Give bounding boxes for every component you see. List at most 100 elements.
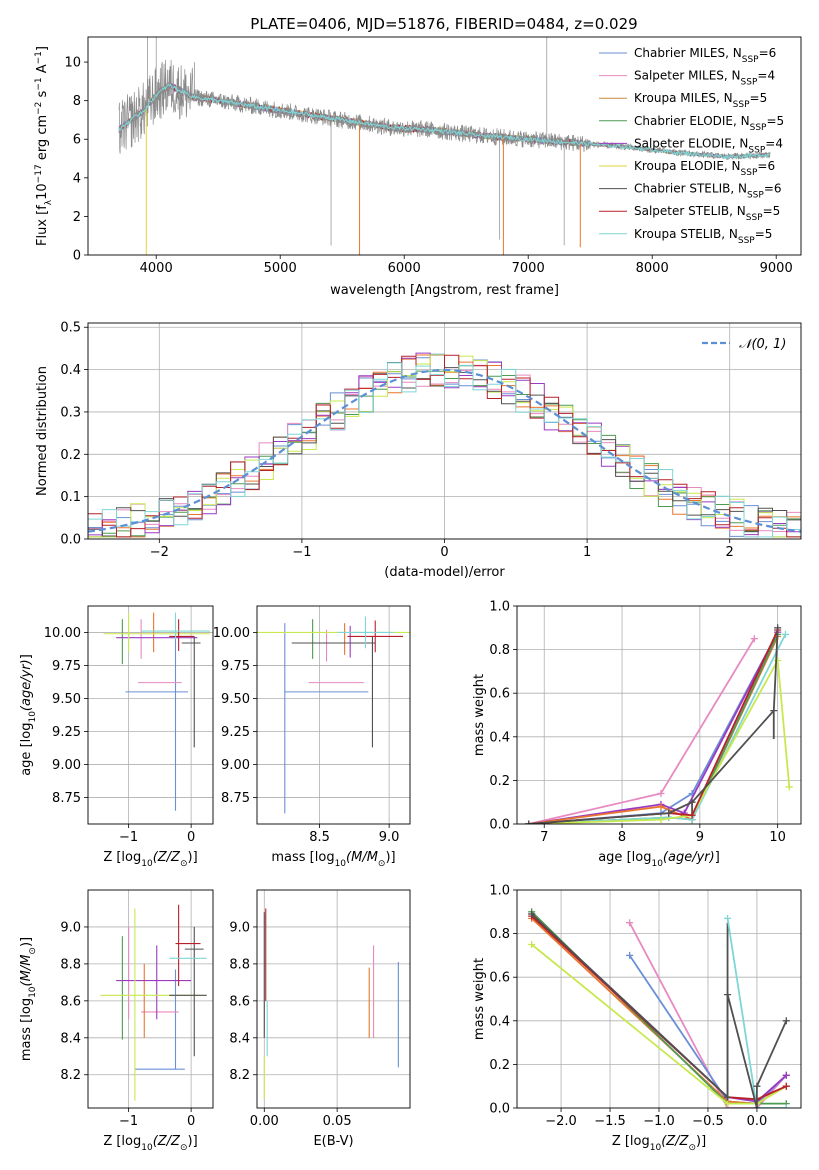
y-tick-label: 8.6 xyxy=(60,994,81,1009)
label-part: A xyxy=(35,64,50,77)
legend-entry: Kroupa STELIB, NSSP=5 xyxy=(634,227,772,246)
y-tick-label: 0.0 xyxy=(489,1102,510,1117)
label-part: SSP xyxy=(750,123,767,133)
plot-area xyxy=(88,606,213,824)
y-tick-label: 10.00 xyxy=(213,626,250,641)
series-line xyxy=(531,913,788,1108)
label-part: Flux [f xyxy=(35,205,50,246)
label-part: =5 xyxy=(763,204,781,218)
label-part: (Z/Z xyxy=(661,1134,689,1149)
label-part: (age/yr) xyxy=(663,850,715,865)
y-tick-label: 0.1 xyxy=(60,490,81,505)
label-part: Chabrier STELIB, N xyxy=(634,182,747,196)
y-tick-label: 1.0 xyxy=(489,884,510,899)
x-tick-label: 8.5 xyxy=(309,830,330,845)
data-point-marker xyxy=(782,1104,790,1108)
y-tick-label: 0.8 xyxy=(489,643,510,658)
legend-entry: Salpeter STELIB, NSSP=5 xyxy=(634,204,780,223)
y-tick-label: 2 xyxy=(73,210,81,225)
y-tick-label: 4 xyxy=(73,171,81,186)
y-tick-label: 8.4 xyxy=(60,1031,81,1046)
axes-frame xyxy=(87,605,214,825)
label-part: Chabrier ELODIE, N xyxy=(634,114,750,128)
data-point-marker xyxy=(724,991,732,999)
x-tick-label: 8000 xyxy=(636,261,669,276)
label-part: =6 xyxy=(757,159,775,173)
y-tick-label: 10 xyxy=(64,56,81,71)
y-tick-label: 8.75 xyxy=(221,791,250,806)
y-tick-label: 0.4 xyxy=(60,363,81,378)
axes-residuals: −2 −1 0 1 2 0.0 0.1 0.2 0.3 0.4 0.5 (data-model)/er… xyxy=(35,321,802,580)
gaussian-curve xyxy=(88,368,801,533)
legend-entry: Kroupa ELODIE, NSSP=6 xyxy=(634,159,775,178)
label-part: Z [log xyxy=(612,1134,650,1149)
axes-frame xyxy=(516,605,802,825)
y-tick-label: 0.4 xyxy=(489,730,510,745)
legend-entry: Chabrier MILES, NSSP=6 xyxy=(634,46,776,65)
x-tick-label: 1 xyxy=(583,545,591,560)
axes-frame xyxy=(516,889,802,1109)
y-tick-label: 9.75 xyxy=(221,659,250,674)
x-axis-label: Z [log10(Z/Z⊙)] xyxy=(103,1134,197,1153)
x-tick-label: 2 xyxy=(726,545,734,560)
x-tick-label: −1 xyxy=(292,545,311,560)
y-tick-label: 9.25 xyxy=(221,725,250,740)
data-point-marker xyxy=(774,624,782,632)
y-tick-label: 8.8 xyxy=(60,957,81,972)
label-part: Kroupa STELIB, N xyxy=(634,227,738,241)
label-part: )] xyxy=(385,850,395,865)
y-axis-label: mass weight xyxy=(472,674,487,756)
label-part: =5 xyxy=(766,114,784,128)
label-part: Salpeter STELIB, N xyxy=(634,204,746,218)
y-tick-label: 9.0 xyxy=(60,920,81,935)
y-axis-label: mass [log10(M/M⊙)] xyxy=(19,937,38,1061)
label-part: SSP xyxy=(733,100,750,110)
label-part: 10 xyxy=(35,183,50,200)
label-part: Salpeter ELODIE, N xyxy=(634,136,748,150)
y-tick-label: 0 xyxy=(73,249,81,264)
plot-area xyxy=(517,890,801,1108)
label-part: =5 xyxy=(755,227,773,241)
y-tick-label: 0.6 xyxy=(489,687,510,702)
x-tick-label: 8 xyxy=(618,830,626,845)
plot-area xyxy=(88,323,801,539)
label-part: SSP xyxy=(741,168,758,178)
x-axis-label: age [log10(age/yr)] xyxy=(598,850,720,869)
label-part: ] xyxy=(35,46,50,51)
data-point-marker xyxy=(770,707,778,715)
y-tick-label: 0.6 xyxy=(489,971,510,986)
y-tick-label: 9.50 xyxy=(221,692,250,707)
y-tick-label: 8.2 xyxy=(229,1068,250,1083)
y-tick-label: 8 xyxy=(73,94,81,109)
label-part: 10 xyxy=(141,859,153,869)
y-axis-label: Flux [fλ10−17 erg cm−2 s−1 A−1] xyxy=(34,46,54,246)
data-point-marker xyxy=(525,820,533,824)
data-point-marker xyxy=(782,1071,790,1079)
y-tick-label: 8.4 xyxy=(229,1031,250,1046)
x-tick-label: −1.5 xyxy=(594,1114,626,1129)
data-point-marker xyxy=(724,1100,732,1108)
x-axis-label: mass [log10(M/M⊙)] xyxy=(271,850,395,869)
label-part: )] xyxy=(19,937,34,947)
label-part: ] xyxy=(715,850,720,865)
label-part: SSP xyxy=(741,78,758,88)
series-line xyxy=(531,943,787,1105)
y-tick-label: 8.2 xyxy=(60,1068,81,1083)
series-line xyxy=(528,638,756,824)
y-tick-label: 8.8 xyxy=(229,957,250,972)
label-part: 10 xyxy=(335,859,347,869)
label-part: ⊙ xyxy=(28,947,38,955)
label-part: −1 xyxy=(34,77,44,90)
data-point-marker xyxy=(688,811,696,819)
y-axis-label: age [log10(age/yr)] xyxy=(19,654,38,776)
y-tick-label: 9.00 xyxy=(52,758,81,773)
data-point-marker xyxy=(753,1104,761,1108)
label-part: λ xyxy=(44,199,54,205)
y-tick-label: 6 xyxy=(73,133,81,148)
data-point-marker xyxy=(785,783,793,791)
label-part: mass [log xyxy=(19,998,34,1061)
label-part: age [log xyxy=(19,723,34,776)
x-axis-label: E(B-V) xyxy=(313,1134,353,1149)
label-part: )] xyxy=(188,850,198,865)
